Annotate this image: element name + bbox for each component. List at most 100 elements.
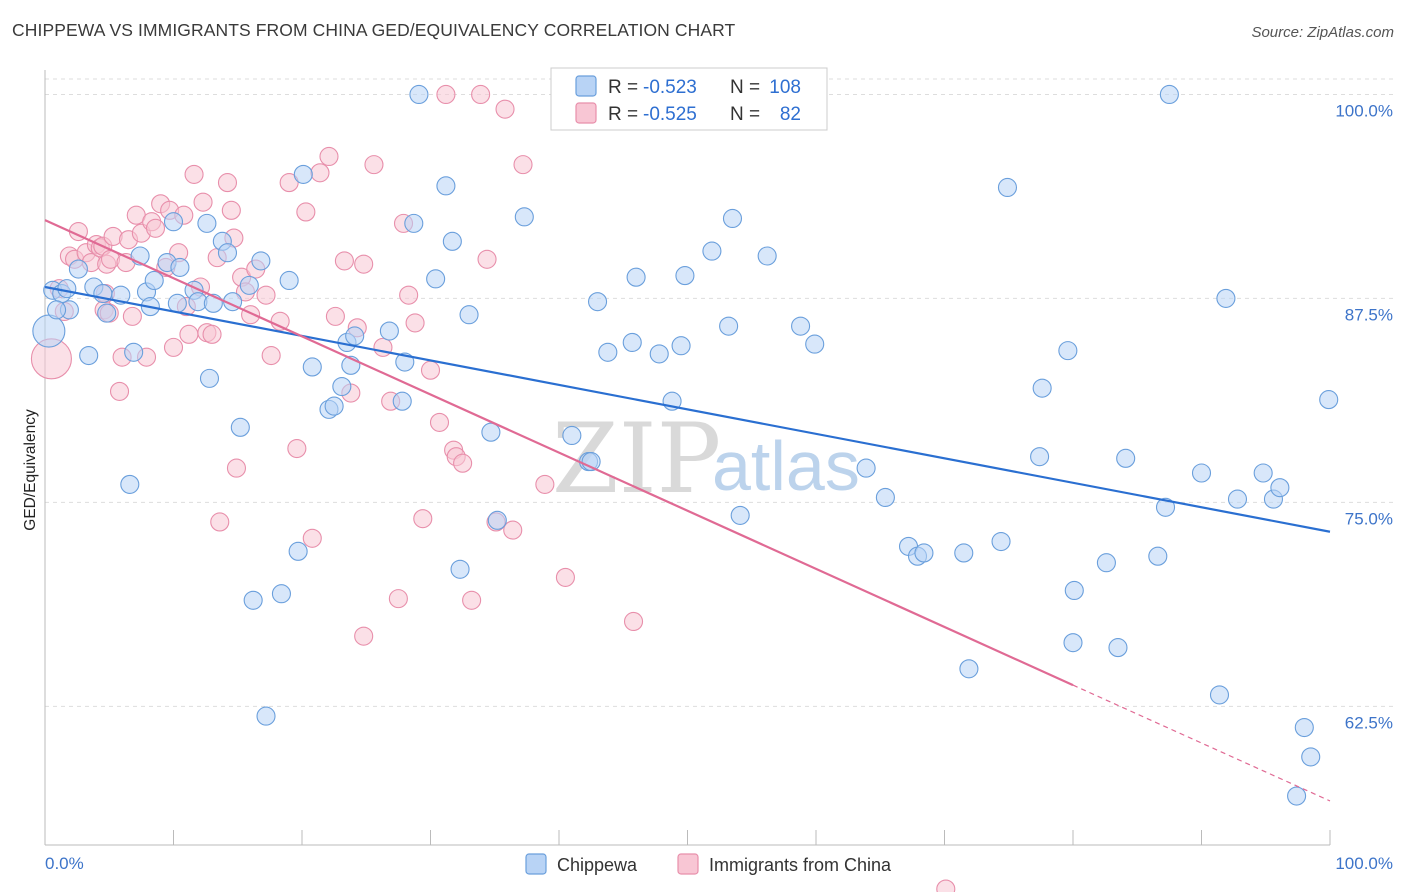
chippewa-point [622,332,642,353]
china-point [471,84,491,105]
chippewa-point [1063,633,1083,653]
chippewa-point [1116,448,1136,468]
china-point [429,412,450,432]
stats-legend: R = -0.523 N = 108 R = -0.525 N = 82 [550,67,828,131]
chippewa-point [562,425,582,446]
chippewa-point [436,176,456,196]
chippewa-point [120,474,140,494]
chippewa-trend-line [44,285,1331,533]
china-point [279,173,299,193]
china-point [535,474,555,494]
y-tick-labels: 62.5% 75.0% 87.5% 100.0% [1335,101,1393,732]
chippewa-point [144,270,164,291]
legend-r-value-1: -0.523 [643,77,697,98]
chippewa-point [450,559,470,579]
china-point [103,226,123,246]
y-tick-label: 100.0% [1335,101,1393,120]
chippewa-point [197,213,217,233]
x-tick-label-min: 0.0% [45,854,84,873]
chippewa-point [1227,489,1248,509]
china-point [453,453,473,473]
chippewa-point [671,336,691,356]
chippewa-point [163,212,184,232]
chippewa-point [199,368,220,388]
chippewa-point [256,706,276,726]
legend-n-label-1: N = [730,77,760,98]
china-point [364,155,384,175]
chippewa-point [1030,447,1050,467]
china-point [503,520,523,540]
chippewa-point [293,164,313,184]
chippewa-point [251,251,271,271]
legend-r-label-2: R = [608,104,638,125]
chippewa-point [1064,580,1084,601]
chippewa-point [487,510,507,530]
chippewa-point [1096,553,1116,573]
china-point [193,192,213,212]
chippewa-point [757,246,777,266]
china-point [354,254,374,274]
gridlines [45,78,1395,707]
series-china-points [30,84,956,892]
china-point [256,285,276,305]
chippewa-point [395,352,415,372]
china-point [413,509,433,529]
x-axis-ticks [173,830,1331,845]
legend-r-value-2: -0.525 [643,104,697,125]
x-tick-label-max: 100.0% [1335,854,1393,873]
china-point [221,200,241,220]
legend-n-label-2: N = [730,104,760,125]
chippewa-point [97,303,117,323]
bottom-legend-swatch-china [677,853,699,875]
bottom-legend-swatch-chippewa [525,853,547,875]
chippewa-point [914,543,934,563]
chippewa-point [1058,341,1078,361]
chippewa-point [426,269,446,289]
y-tick-label: 87.5% [1345,305,1393,324]
chippewa-point [243,590,263,610]
chippewa-point [1032,378,1052,398]
chippewa-point [722,208,743,229]
china-point [302,528,322,548]
china-trend-extension [1072,684,1331,802]
chippewa-point [481,422,501,442]
china-point [226,458,247,478]
chippewa-point [805,334,825,354]
chart-title: CHIPPEWA VS IMMIGRANTS FROM CHINA GED/EQ… [12,20,736,40]
chippewa-point [702,241,722,261]
watermark-zip: ZIP [552,403,721,515]
y-axis-label: GED/Equivalency [22,409,39,531]
watermark-atlas: atlas [712,427,860,505]
chippewa-point [1108,638,1128,658]
china-point [184,164,204,184]
china-point [217,173,238,193]
chippewa-point [514,207,534,227]
chippewa-point [649,344,669,364]
chippewa-point [959,659,979,679]
chippewa-point [1216,288,1236,308]
chippewa-point [409,84,429,105]
china-point [145,218,166,238]
chippewa-point [167,293,187,313]
china-point [623,611,644,632]
china-point [936,879,956,892]
bottom-legend-label-china: Immigrants from China [709,855,892,875]
trend-lines [44,219,1331,802]
chippewa-point [442,231,462,251]
chippewa-point [1294,717,1314,738]
china-point [513,155,533,175]
china-point [334,251,354,271]
chippewa-point [719,316,739,336]
series-legend: Chippewa Immigrants from China [525,853,892,875]
chippewa-point [230,417,250,437]
china-point [202,324,222,344]
chippewa-point [57,279,77,299]
china-point [241,305,261,325]
china-point [354,626,374,646]
legend-n-value-1: 108 [769,77,801,98]
chippewa-point [1159,84,1179,105]
china-point [555,567,575,587]
china-point [296,202,316,222]
china-point [122,306,142,326]
